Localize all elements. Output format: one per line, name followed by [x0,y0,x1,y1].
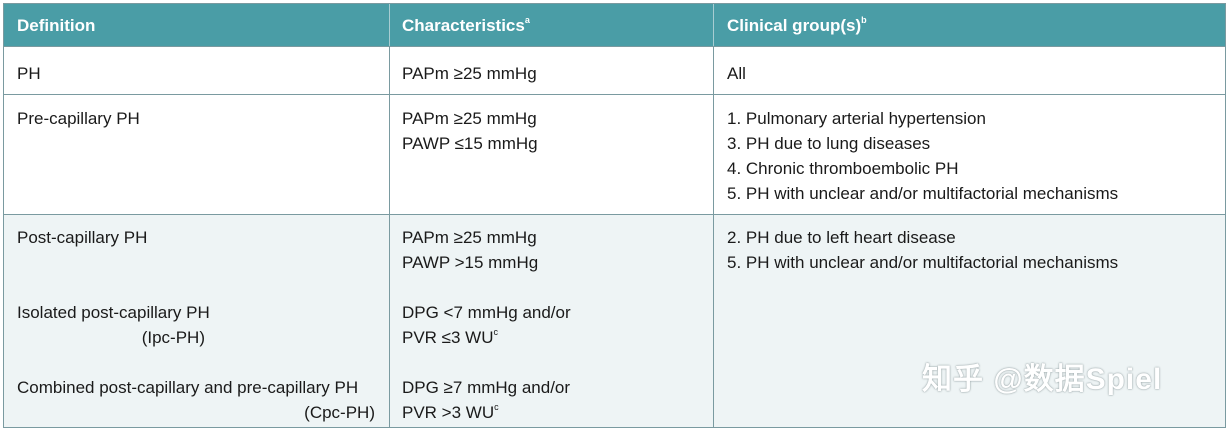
header-definition: Definition [17,16,96,35]
list-item: 1. Pulmonary arterial hypertension [727,109,986,128]
table-header: Definition Characteristicsa Clinical gro… [4,4,1225,46]
groups-cell: 2. PH due to left heart disease 5. PH wi… [727,225,1118,275]
watermark: 知乎 @数据Spiel [922,363,1163,396]
list-item: 4. Chronic thromboembolic PH [727,159,959,178]
table-row-pre-capillary: Pre-capillary PH PAPm ≥25 mmHg PAWP ≤15 … [4,94,1225,214]
definition-cell: Pre-capillary PH [17,109,140,128]
subcharacteristics-cpc-ph: DPG ≥7 mmHg and/or PVR >3 WUc [402,378,571,422]
subdefinition-cpc-ph: Combined post-capillary and pre-capillar… [17,378,375,422]
list-item: 3. PH due to lung diseases [727,134,931,153]
list-item: 2. PH due to left heart disease [727,228,956,247]
characteristics-cell: PAPm ≥25 mmHg PAWP >15 mmHg [402,228,539,272]
list-item: 5. PH with unclear and/or multifactorial… [727,253,1119,272]
table-row-ph: PH PAPm ≥25 mmHg All [4,46,1225,94]
list-item: 5. PH with unclear and/or multifactorial… [727,184,1119,203]
definition-cell: PH [17,64,41,83]
header-clinical-groups: Clinical group(s)b [727,15,867,35]
header-characteristics: Characteristicsa [402,15,530,35]
table-row-post-capillary: Post-capillary PH PAPm ≥25 mmHg PAWP >15… [4,214,1225,427]
subcharacteristics-ipc-ph: DPG <7 mmHg and/or PVR ≤3 WUc [402,303,571,347]
ph-definitions-table: Definition Characteristicsa Clinical gro… [3,3,1226,428]
subdefinition-ipc-ph: Isolated post-capillary PH (Ipc-PH) [17,303,210,347]
characteristics-cell: PAPm ≥25 mmHg [402,64,537,83]
groups-cell: 1. Pulmonary arterial hypertension 3. PH… [727,106,1118,206]
groups-cell: All [727,64,746,83]
characteristics-cell: PAPm ≥25 mmHg PAWP ≤15 mmHg [402,109,538,153]
definition-cell: Post-capillary PH [17,228,148,247]
